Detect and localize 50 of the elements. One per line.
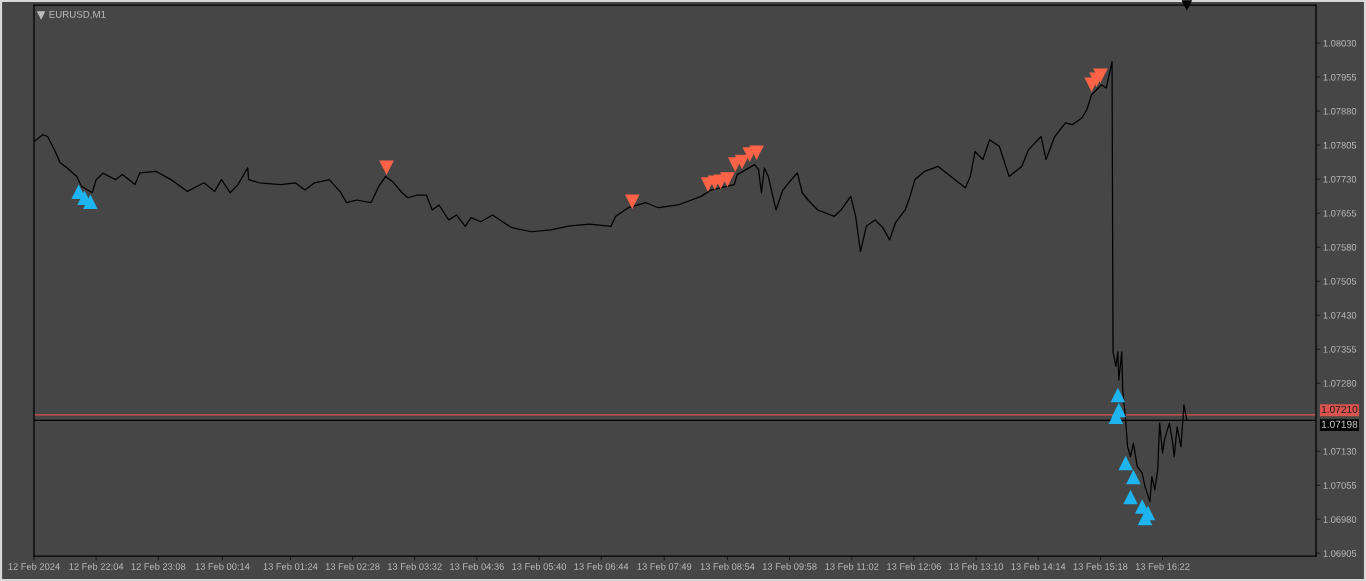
x-tick-label: 13 Feb 02:28 — [325, 562, 380, 570]
x-tick-label: 13 Feb 16:22 — [1135, 562, 1190, 570]
x-tick-label: 13 Feb 05:40 — [512, 562, 567, 570]
x-tick-label: 13 Feb 01:24 — [263, 562, 318, 570]
y-tick-label: 1.07655 — [1323, 210, 1357, 217]
y-tick-label: 1.07955 — [1323, 73, 1357, 81]
x-tick-label: 13 Feb 14:14 — [1011, 562, 1066, 570]
x-tick-label: 13 Feb 08:54 — [700, 562, 755, 570]
x-tick-label: 13 Feb 13:10 — [949, 562, 1004, 570]
point — [1126, 469, 1141, 485]
point — [1123, 489, 1138, 505]
point — [83, 194, 98, 210]
y-tick-label: 1.07805 — [1323, 142, 1357, 149]
x-tick-label: 12 Feb 23:08 — [131, 562, 186, 570]
point — [1118, 455, 1133, 471]
x-tick-label: 13 Feb 07:49 — [637, 562, 692, 570]
point — [1093, 68, 1108, 84]
y-tick-label: 1.07580 — [1323, 244, 1357, 251]
x-tick-label: 13 Feb 03:32 — [388, 562, 442, 570]
x-tick-label: 13 Feb 00:14 — [195, 562, 250, 570]
y-tick-label: 1.07505 — [1323, 278, 1357, 285]
y-tick-label: 1.07055 — [1323, 482, 1357, 489]
text: EURUSD,M1 — [49, 10, 106, 19]
point — [379, 160, 394, 176]
point — [624, 194, 640, 210]
y-tick-label: 1.07880 — [1323, 107, 1357, 115]
ref-line-label: 1.07210 — [1321, 405, 1358, 413]
point — [749, 145, 764, 161]
y-tick-label: 1.08030 — [1323, 39, 1357, 47]
x-tick-label: 13 Feb 12:06 — [887, 562, 941, 570]
point — [1140, 505, 1156, 521]
x-tick-label: 13 Feb 06:44 — [574, 562, 629, 570]
x-tick-label: 13 Feb 11:02 — [825, 562, 879, 570]
x-tick-label: 13 Feb 09:58 — [762, 562, 817, 570]
ref-line-label: 1.07198 — [1321, 420, 1358, 428]
point — [734, 154, 750, 170]
x-tick-label: 12 Feb 2024 — [8, 562, 60, 570]
y-tick-label: 1.07355 — [1323, 346, 1357, 353]
y-tick-label: 1.07280 — [1323, 380, 1357, 387]
y-tick-label: 1.07130 — [1323, 448, 1357, 455]
x-tick-label: 13 Feb 04:36 — [450, 562, 504, 570]
point — [1111, 402, 1127, 418]
x-tick-label: 12 Feb 22:04 — [69, 562, 124, 570]
y-tick-label: 1.07430 — [1323, 312, 1357, 319]
y-tick-label: 1.06905 — [1323, 550, 1357, 557]
y-tick-label: 1.06980 — [1323, 516, 1357, 523]
point — [1110, 387, 1126, 403]
x-tick-label: 13 Feb 15:18 — [1073, 562, 1128, 570]
y-tick-label: 1.07730 — [1323, 176, 1357, 183]
point — [720, 172, 735, 187]
